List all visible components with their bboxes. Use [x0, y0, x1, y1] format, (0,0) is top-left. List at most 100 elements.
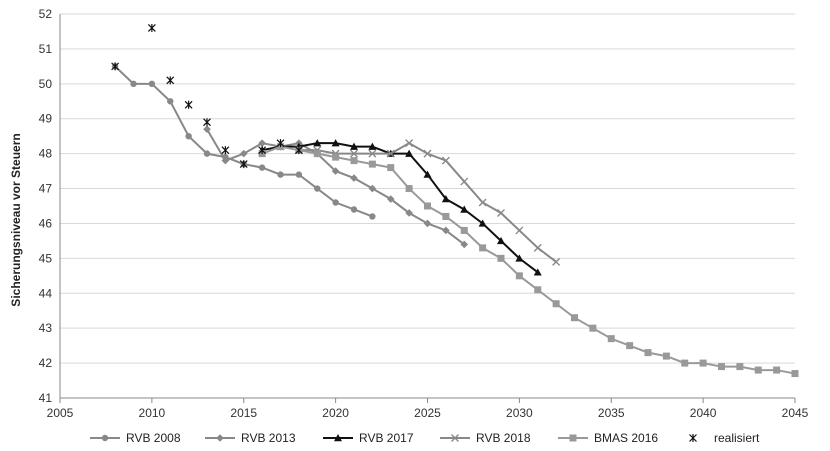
data-point	[148, 80, 156, 88]
data-point	[239, 149, 248, 158]
y-tick-label: 42	[39, 356, 53, 370]
legend-item: RVB 2013	[205, 431, 296, 445]
legend-marker	[334, 434, 342, 442]
legend-marker	[216, 434, 224, 442]
data-point	[681, 359, 689, 367]
data-point	[552, 300, 560, 308]
data-point	[295, 171, 303, 178]
data-point	[515, 226, 524, 235]
data-point	[552, 257, 561, 266]
y-tick-label: 45	[39, 251, 53, 265]
data-point	[405, 139, 414, 148]
data-point	[626, 342, 634, 350]
legend-item: RVB 2018	[440, 431, 531, 445]
data-point	[534, 286, 542, 294]
data-point	[441, 195, 450, 203]
data-point	[314, 185, 321, 192]
data-point	[589, 324, 597, 332]
data-point	[423, 219, 432, 228]
data-point	[277, 171, 284, 178]
data-point	[405, 149, 414, 157]
data-point	[478, 198, 487, 207]
legend-marker	[689, 434, 697, 442]
series-line	[261, 145, 796, 375]
data-point	[294, 146, 303, 155]
data-point	[258, 139, 266, 147]
legend: RVB 2008 RVB 2013 RVB 2017 RVB 2018 BMAS 201…	[90, 431, 760, 445]
data-point	[258, 164, 266, 171]
x-tick-label: 2020	[322, 406, 349, 420]
data-point	[497, 236, 505, 245]
legend-label: RVB 2008	[126, 431, 181, 445]
data-point	[442, 212, 450, 220]
x-tick-label: 2010	[139, 406, 166, 420]
data-point	[424, 202, 431, 210]
data-point	[533, 268, 542, 276]
x-tick-label: 2035	[598, 406, 625, 420]
y-tick-label: 51	[39, 42, 53, 56]
data-point	[368, 149, 377, 158]
data-point	[331, 139, 340, 147]
series-line	[114, 65, 373, 218]
data-point	[386, 149, 395, 158]
legend-item: RVB 2008	[90, 431, 181, 445]
data-point	[662, 352, 670, 360]
data-point	[111, 62, 120, 71]
series-bmas-2016	[258, 143, 799, 378]
legend-label: RVB 2017	[359, 431, 414, 445]
data-point	[423, 170, 432, 178]
data-point	[332, 199, 339, 206]
data-point	[718, 363, 725, 371]
data-point	[221, 156, 230, 165]
data-point	[515, 272, 523, 280]
x-tick-label: 2040	[690, 406, 717, 420]
data-point	[167, 98, 174, 105]
data-point	[332, 153, 340, 161]
y-tick-label: 46	[39, 216, 53, 230]
data-point	[368, 142, 377, 150]
y-tick-label: 41	[39, 391, 53, 405]
data-point	[460, 205, 469, 213]
data-point	[203, 125, 211, 133]
data-point	[386, 195, 395, 203]
x-tick-label: 2025	[414, 406, 441, 420]
data-point	[258, 146, 267, 155]
data-point	[239, 160, 248, 169]
data-point	[369, 213, 376, 220]
y-tick-label: 43	[39, 321, 53, 335]
data-point	[221, 146, 230, 155]
legend-marker	[451, 434, 459, 442]
data-point	[791, 370, 799, 378]
data-point	[331, 167, 340, 175]
data-point	[571, 314, 578, 322]
y-tick-label: 49	[39, 112, 53, 126]
data-point	[276, 139, 285, 148]
data-point	[184, 100, 193, 109]
legend-item: BMAS 2016	[558, 431, 658, 445]
series-group	[111, 23, 799, 378]
legend-item: realisiert	[689, 431, 760, 445]
data-point	[460, 240, 469, 249]
y-tick-label: 48	[39, 147, 53, 161]
data-point	[699, 359, 707, 367]
data-point	[607, 335, 615, 343]
legend-marker	[101, 434, 109, 442]
data-point	[460, 177, 469, 186]
data-point	[350, 157, 358, 165]
data-point	[147, 23, 156, 32]
data-point	[773, 366, 781, 374]
data-point	[350, 174, 358, 182]
data-point	[130, 80, 137, 88]
data-point	[497, 208, 505, 217]
data-point	[497, 254, 505, 262]
x-tick-label: 2005	[47, 406, 74, 420]
legend-item: RVB 2017	[323, 431, 414, 445]
data-point	[368, 160, 376, 168]
series-line	[261, 142, 539, 274]
series-realisiert	[111, 23, 303, 169]
data-point	[736, 363, 744, 371]
data-point	[644, 349, 652, 357]
data-point	[460, 226, 468, 234]
